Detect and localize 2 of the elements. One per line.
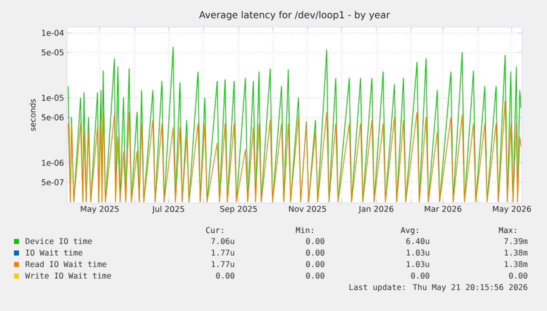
chart-title: Average latency for /dev/loop1 - by year [199, 11, 390, 20]
line-series [68, 100, 522, 202]
